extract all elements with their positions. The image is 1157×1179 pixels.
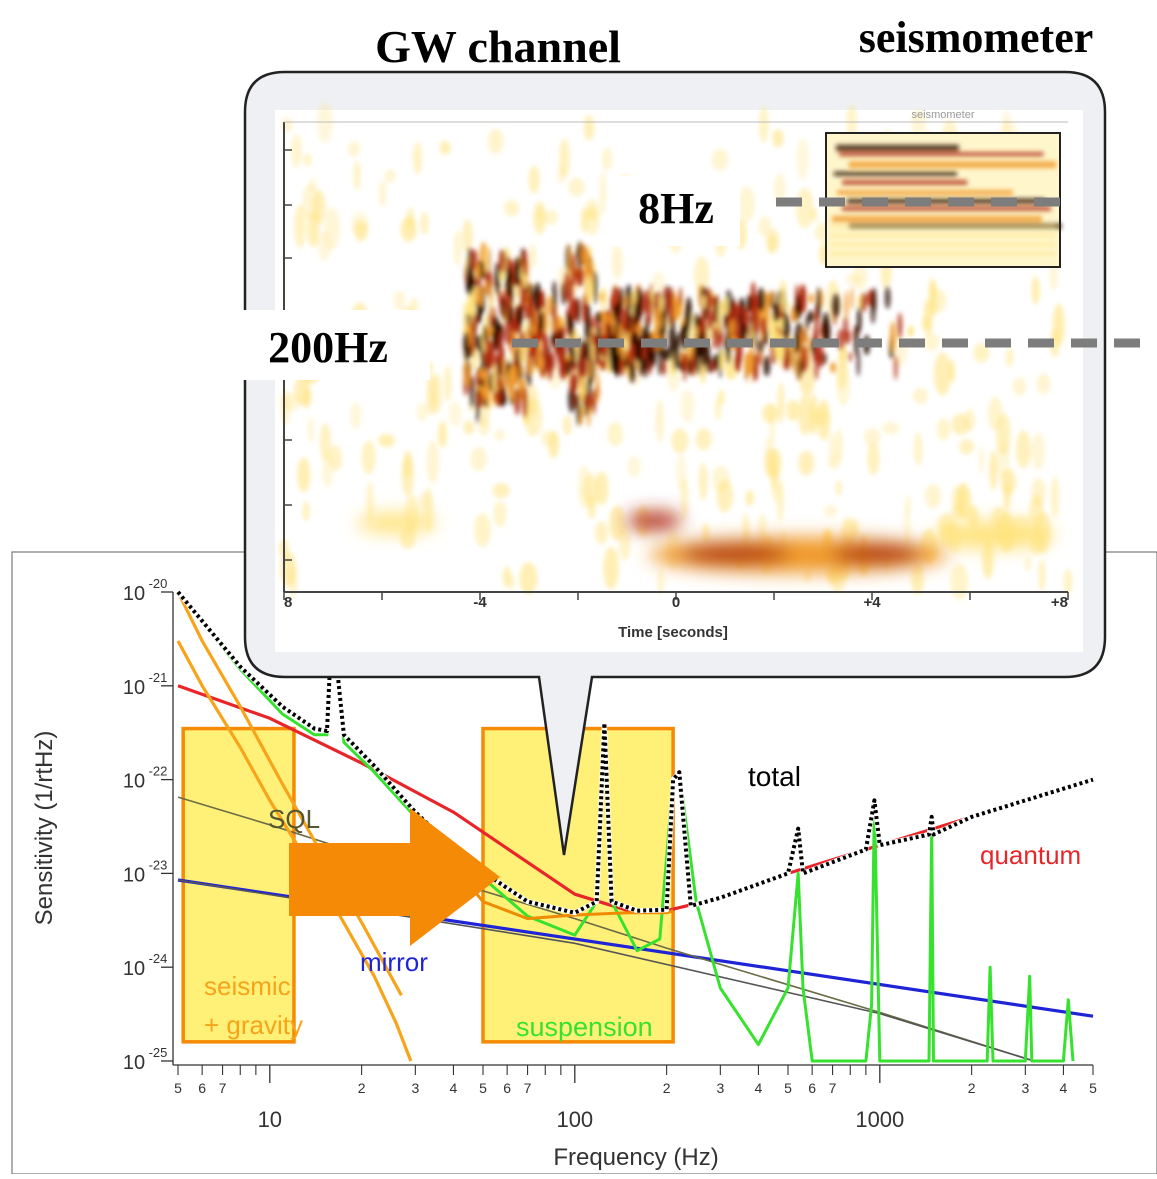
spectrogram-x-tick-label: +4 xyxy=(863,594,881,611)
x-minor-tick-label: 4 xyxy=(450,1080,458,1096)
highlight-mid-band xyxy=(481,726,675,1044)
x-minor-tick-label: 2 xyxy=(358,1080,366,1096)
callout: 8 -4 0 +4 +8 seismometer Time [seconds] xyxy=(243,70,1107,856)
spectrogram-x-tick-label: +8 xyxy=(1051,594,1068,611)
spectrogram-x-tick-label: 8 xyxy=(284,594,292,611)
x-tick-label: 100 xyxy=(556,1107,593,1132)
spectrogram-x-tick-label: 0 xyxy=(672,594,680,611)
seismometer-inset xyxy=(825,132,1062,268)
x-minor-tick-label: 3 xyxy=(1021,1080,1029,1096)
y-tick-label: 10 xyxy=(123,583,145,605)
spectrogram-axes: 8 -4 0 +4 +8 seismometer xyxy=(283,109,1069,611)
label-8hz: 8Hz xyxy=(638,184,714,233)
spectrogram-low-band xyxy=(356,512,1055,573)
series-seismic_gravity_2 xyxy=(176,591,403,997)
x-minor-tick-label: 5 xyxy=(1089,1080,1097,1096)
annotation-sql: SQL xyxy=(268,804,320,834)
x-minor-tick-label: 6 xyxy=(198,1080,206,1096)
annotation-suspension: suspension xyxy=(516,1012,653,1042)
annotation-mirror: mirror xyxy=(360,947,428,977)
x-minor-tick-label: 6 xyxy=(808,1080,816,1096)
y-axis-label: Sensitivity (1/rtHz) xyxy=(31,731,58,926)
seismometer-inset-title: seismometer xyxy=(912,109,975,121)
spectrogram-x-tick-label: -4 xyxy=(473,594,487,611)
y-tick-exponent: -24 xyxy=(149,951,168,966)
y-tick-label: 10 xyxy=(123,677,145,699)
x-minor-tick-label: 4 xyxy=(1060,1080,1068,1096)
x-minor-tick-label: 5 xyxy=(479,1080,487,1096)
x-minor-tick-label: 3 xyxy=(411,1080,419,1096)
x-minor-tick-label: 4 xyxy=(755,1080,763,1096)
x-minor-tick-label: 5 xyxy=(784,1080,792,1096)
y-tick-exponent: -25 xyxy=(149,1045,168,1060)
annotation-total: total xyxy=(748,761,801,792)
x-minor-tick-label: 7 xyxy=(524,1080,532,1096)
highlight-low-band xyxy=(181,726,296,1044)
x-minor-tick-label: 7 xyxy=(829,1080,837,1096)
x-minor-tick-label: 5 xyxy=(174,1080,182,1096)
label-200hz-bg xyxy=(232,310,430,380)
axes: 10 -20 10 -21 10 -22 10 -23 10 -24 10 -25 10 100 1000 5… xyxy=(123,576,1097,1132)
x-axis-label: Frequency (Hz) xyxy=(553,1144,718,1171)
series-thermal xyxy=(452,865,674,921)
seismometer-label: seismometer xyxy=(859,13,1094,62)
annotation-seismic: seismic xyxy=(204,971,291,1001)
x-minor-tick-label: 3 xyxy=(716,1080,724,1096)
annotation-gravity: + gravity xyxy=(204,1010,303,1040)
y-tick-label: 10 xyxy=(123,1052,145,1074)
y-tick-exponent: -23 xyxy=(149,857,168,872)
y-tick-exponent: -20 xyxy=(149,576,168,591)
x-minor-tick-label: 2 xyxy=(968,1080,976,1096)
series-sql xyxy=(177,796,1035,1062)
series-suspension xyxy=(176,591,1075,1063)
x-minor-tick-label: 7 xyxy=(219,1080,227,1096)
y-tick-exponent: -22 xyxy=(149,764,168,779)
x-minor-tick-label: 2 xyxy=(663,1080,671,1096)
highlight-boxes xyxy=(181,726,675,1044)
y-tick-label: 10 xyxy=(123,771,145,793)
spectrogram-x-label: Time [seconds] xyxy=(618,624,728,641)
label-8hz-bg xyxy=(612,176,740,246)
y-tick-label: 10 xyxy=(123,958,145,980)
arrow-icon xyxy=(289,808,500,946)
label-200hz: 200Hz xyxy=(268,323,388,372)
y-tick-label: 10 xyxy=(123,864,145,886)
y-tick-exponent: -21 xyxy=(149,670,168,685)
gw-channel-label: GW channel xyxy=(375,21,621,72)
x-tick-label: 10 xyxy=(258,1107,282,1132)
annotations: total SQL quantum mirror seismic + gravity sus… xyxy=(204,761,1081,1042)
annotation-quantum: quantum xyxy=(980,840,1081,870)
x-minor-tick-label: 6 xyxy=(503,1080,511,1096)
x-tick-label: 1000 xyxy=(855,1107,904,1132)
